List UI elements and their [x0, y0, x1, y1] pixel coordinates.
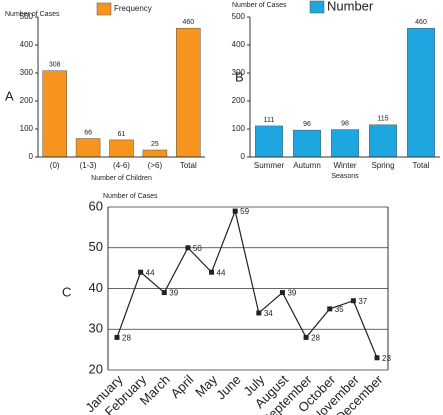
value-label: 111	[264, 117, 275, 124]
bar	[255, 125, 283, 158]
y-tick-label: 30	[89, 321, 103, 336]
legend-swatch	[309, 0, 325, 14]
bar	[176, 27, 201, 158]
y-tick-label: 0	[29, 152, 34, 161]
x-axis-label: Seasons	[331, 173, 359, 180]
value-label: 460	[182, 19, 194, 26]
y-tick-label: 500	[20, 12, 34, 21]
bar	[331, 129, 359, 158]
x-tick-label: (1-3)	[80, 161, 97, 170]
x-tick-label: Spring	[371, 161, 394, 170]
value-label: 34	[264, 309, 273, 318]
bar	[75, 138, 101, 158]
value-label: 28	[311, 334, 320, 343]
value-label: 96	[303, 121, 311, 128]
x-tick-label: Winter	[333, 161, 356, 170]
x-tick-label: (4-6)	[113, 161, 130, 170]
y-axis-label: Number of Cases	[103, 193, 158, 200]
point	[138, 269, 144, 275]
point	[161, 290, 167, 296]
y-tick-label: 200	[20, 96, 34, 105]
line	[116, 209, 378, 359]
x-tick-label: June	[213, 372, 244, 403]
bar	[109, 139, 134, 158]
x-tick-label: Summer	[254, 161, 285, 170]
value-label: 28	[122, 334, 131, 343]
y-tick-label: 60	[89, 198, 103, 213]
value-label: 37	[358, 297, 367, 306]
bar	[42, 70, 67, 158]
value-label: 23	[382, 354, 391, 363]
value-label: 25	[151, 141, 159, 148]
value-label: 66	[84, 129, 92, 136]
point	[350, 298, 356, 304]
x-tick-label: Total	[180, 161, 197, 170]
value-label: 460	[415, 19, 427, 26]
x-axis-label: Number of Children	[91, 175, 152, 182]
y-tick-label: 20	[89, 361, 103, 376]
y-axis-label: Number of Cases	[5, 11, 60, 18]
y-tick-label: 400	[20, 40, 34, 49]
value-label: 35	[335, 305, 344, 314]
point	[374, 355, 380, 361]
point	[232, 208, 238, 214]
y-tick-label: 200	[232, 96, 246, 105]
x-tick-label: (>6)	[148, 161, 163, 170]
value-label: 115	[377, 116, 388, 123]
bar	[407, 27, 435, 158]
point	[185, 245, 191, 251]
bar	[142, 149, 168, 158]
panel-label: A	[5, 88, 14, 103]
y-tick-label: 0	[241, 152, 246, 161]
y-tick-label: 50	[89, 239, 103, 254]
value-label: 44	[146, 268, 155, 277]
y-tick-label: 400	[232, 40, 246, 49]
bar	[293, 129, 321, 158]
y-tick-label: 40	[89, 280, 103, 295]
value-label: 59	[240, 207, 249, 216]
y-tick-label: 100	[20, 124, 34, 133]
value-label: 50	[193, 244, 202, 253]
point	[303, 334, 309, 340]
y-axis-label: Number of Cases	[232, 2, 287, 9]
x-tick-label: (0)	[50, 161, 60, 170]
point	[209, 269, 215, 275]
legend-label: Frequency	[114, 4, 152, 13]
legend-swatch	[96, 2, 112, 16]
panel-label: C	[62, 284, 71, 299]
y-tick-label: 100	[232, 124, 246, 133]
y-tick-label: 300	[20, 68, 34, 77]
legend-label: Number	[327, 0, 374, 13]
value-label: 39	[169, 289, 178, 298]
value-label: 98	[341, 120, 349, 127]
value-label: 308	[49, 62, 61, 69]
point	[256, 310, 262, 316]
point	[279, 290, 285, 296]
value-label: 44	[217, 268, 226, 277]
y-tick-label: 300	[232, 68, 246, 77]
panel-label: B	[235, 69, 244, 84]
y-tick-label: 500	[232, 12, 246, 21]
x-tick-label: April	[167, 372, 196, 401]
value-label: 39	[287, 289, 296, 298]
x-tick-label: Autumn	[293, 161, 321, 170]
bar	[369, 124, 397, 158]
point	[327, 306, 333, 312]
x-tick-label: Total	[413, 161, 430, 170]
value-label: 61	[118, 131, 126, 138]
point	[114, 334, 120, 340]
